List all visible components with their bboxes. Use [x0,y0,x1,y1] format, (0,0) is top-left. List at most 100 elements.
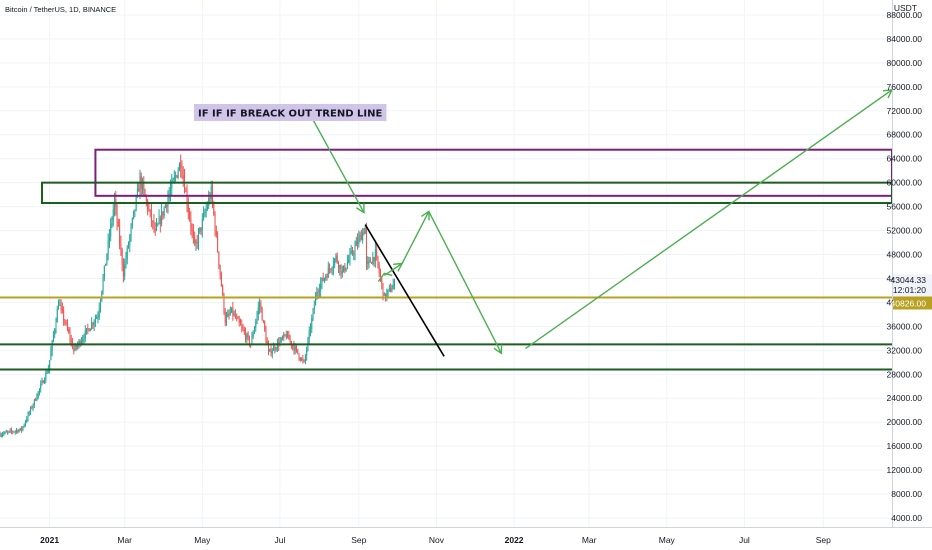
candle-body [381,278,383,284]
candle-body [283,334,285,338]
candle-body [148,209,150,211]
candle-body [343,265,345,271]
candle-body [306,349,308,356]
candle-body [308,330,310,340]
candle-body [378,265,380,274]
candle-body [128,244,130,248]
candle-body [246,334,248,340]
candle-body [215,230,217,235]
candle-body [55,322,57,330]
candle-body [253,327,255,334]
projection-segment[interactable] [401,211,430,264]
y-tick-label: 36000.00 [887,321,923,331]
candle-body [44,380,46,384]
y-tick-label: 8000.00 [891,489,922,499]
candle-body [75,345,77,347]
candle-body [30,407,32,413]
candle-body [228,313,230,315]
candle-body [373,257,375,262]
candle-body [49,360,51,370]
candle-body [163,207,165,216]
candle-body [309,328,311,331]
candle-body [28,412,30,414]
price-axis[interactable]: 4000.00 8000.00 12000.00 16000.00 20000.00 24… [887,0,932,550]
candle-body [61,307,63,311]
candle-body [110,223,112,237]
candle-body [157,223,159,226]
candle-body [86,328,88,331]
time-axis[interactable]: 2021 Mar May Jul Sep Nov 2022 Mar May Jul Sep [0,527,932,546]
candle-body [33,399,35,405]
candle-body [161,211,163,224]
candle-body [335,255,337,260]
candle-body [243,329,245,333]
candle-body [111,219,113,224]
candle-body [201,218,203,231]
candle-body [266,341,268,346]
candle-body [271,350,273,354]
candle-body [80,341,82,345]
candle-body [391,289,393,292]
candle-body [252,333,254,337]
y-tick-label: 76000.00 [887,82,923,92]
candle-body [2,434,4,436]
candle-body [251,336,253,345]
candle-body [89,328,91,332]
candle-body [256,314,258,322]
x-tick-label: Jul [275,535,286,545]
projection-segment[interactable] [525,89,893,350]
candle-body [129,235,131,245]
candle-body [138,188,140,192]
trend-line[interactable] [364,224,445,357]
candle-body [295,346,297,350]
candle-body [234,314,236,318]
resistance-box[interactable] [94,148,893,197]
candle-body [112,209,114,220]
candle-body [214,214,216,231]
candle-body [255,321,257,328]
candle-body [374,249,376,262]
candle-body [248,336,250,345]
projection-hook [377,272,393,282]
candle-body [327,267,329,278]
candle-body [363,232,365,234]
candle-body [177,170,179,178]
candle-body [196,241,198,244]
candle-body [274,346,276,350]
candle-body [198,232,200,244]
candle-body [65,323,67,324]
y-tick-label: 24000.00 [887,393,923,403]
candle-body [77,344,79,347]
candle-body [162,211,164,216]
candle-body [386,292,388,299]
last-price-tag [893,274,932,297]
candle-body [360,234,362,241]
candle-body [217,234,219,252]
projection-segment[interactable] [428,211,502,354]
candle-body [357,241,359,245]
candle-body [68,329,70,333]
candle-body [152,221,154,222]
x-tick-label: May [194,535,211,545]
candle-body [125,258,127,265]
candle-body [189,211,191,220]
annotation-label[interactable]: IF IF IF BREACK OUT TREND LINE [198,109,382,120]
candle-body [84,330,86,339]
x-tick-label: Sep [816,535,831,545]
y-tick-label: 60000.00 [887,178,923,188]
candle-body [257,307,259,315]
candle-body [114,198,116,210]
candle-body [27,413,29,420]
candle-body [70,339,72,342]
candle-body [209,197,211,199]
candle-body [302,358,304,361]
candle-body [194,237,196,244]
candle-body [275,348,277,350]
candle-body [321,277,323,284]
candle-body [368,259,370,262]
candle-body [329,267,331,270]
candle-body [239,322,241,326]
candle-body [299,358,301,360]
projection-segment[interactable] [383,262,403,277]
